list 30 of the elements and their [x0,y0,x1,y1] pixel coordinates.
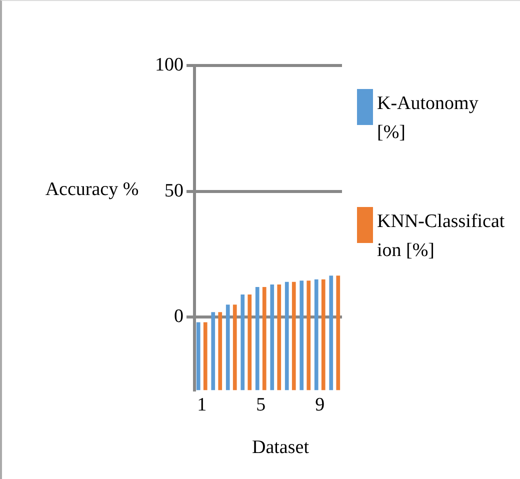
y-axis-title: Accuracy % [44,178,140,202]
x-tick-label: 5 [256,394,266,416]
y-tick-label: 100 [155,54,184,76]
legend-label: KNN-Classification [%] [377,210,506,263]
bar [248,294,252,390]
bar [218,312,222,390]
y-tick-label: 50 [164,180,184,202]
y-tick-label: 0 [174,306,184,328]
bar [336,276,340,390]
bar [240,294,245,390]
bar [284,282,289,390]
x-tick-label: 9 [315,394,325,416]
bar [292,282,296,390]
bar [321,279,326,390]
bar [329,276,334,390]
bar [300,280,304,390]
bar [306,280,311,390]
bar [203,322,208,390]
bar [262,286,266,390]
x-axis-title: Dataset [252,437,309,459]
bar [314,279,318,390]
bar [232,304,237,390]
bar [211,312,216,390]
bar [226,304,230,390]
bar [255,286,260,390]
bar [277,284,282,390]
legend-label: K-Autonomy [%] [377,92,480,145]
x-tick-label: 1 [197,394,207,416]
bar [270,284,274,390]
bar [196,322,200,390]
